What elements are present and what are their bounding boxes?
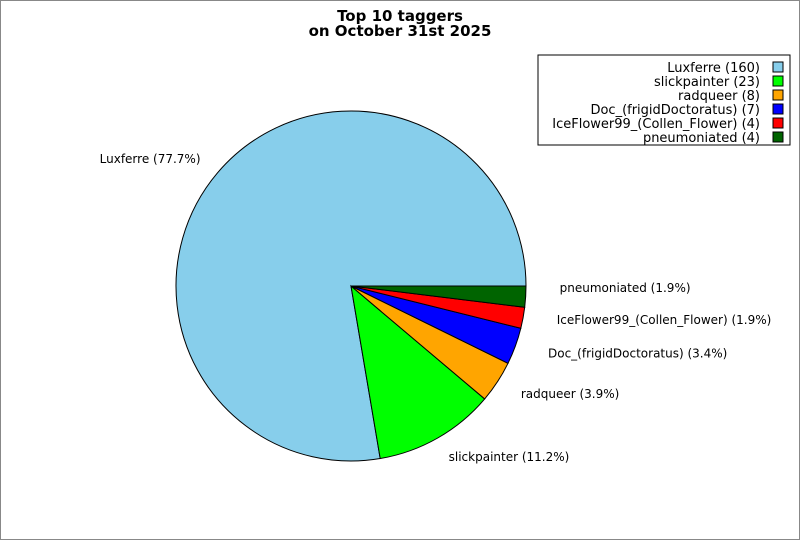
legend-label-0: Luxferre (160) — [667, 61, 760, 76]
legend-label-1: slickpainter (23) — [654, 75, 760, 90]
legend-label-3: Doc_(frigidDoctoratus) (7) — [590, 103, 760, 118]
slice-label-0: Luxferre (77.7%) — [100, 152, 201, 166]
legend-swatch-4 — [772, 117, 784, 129]
legend-label-2: radqueer (8) — [678, 89, 760, 104]
legend-swatch-1 — [772, 75, 784, 87]
slice-label-5: pneumoniated (1.9%) — [560, 281, 691, 295]
legend-label-5: pneumoniated (4) — [643, 131, 760, 146]
pie-slice-1 — [350, 284, 486, 460]
chart-title-line-2: on October 31st 2025 — [309, 22, 492, 40]
legend-swatch-0 — [772, 61, 784, 73]
legend-box — [537, 54, 791, 146]
slice-label-3: Doc_(frigidDoctoratus) (3.4%) — [548, 347, 727, 361]
legend-swatch-2 — [772, 89, 784, 101]
slice-label-1: slickpainter (11.2%) — [449, 450, 570, 464]
legend-swatch-5 — [772, 131, 784, 143]
legend-label-4: IceFlower99_(Collen_Flower) (4) — [552, 117, 760, 132]
slice-label-2: radqueer (3.9%) — [521, 387, 620, 401]
legend-swatch-3 — [772, 103, 784, 115]
pie-slice-5 — [350, 285, 527, 308]
chart-title-line-1: Top 10 taggers — [337, 7, 463, 25]
slice-label-4: IceFlower99_(Collen_Flower) (1.9%) — [557, 313, 772, 327]
